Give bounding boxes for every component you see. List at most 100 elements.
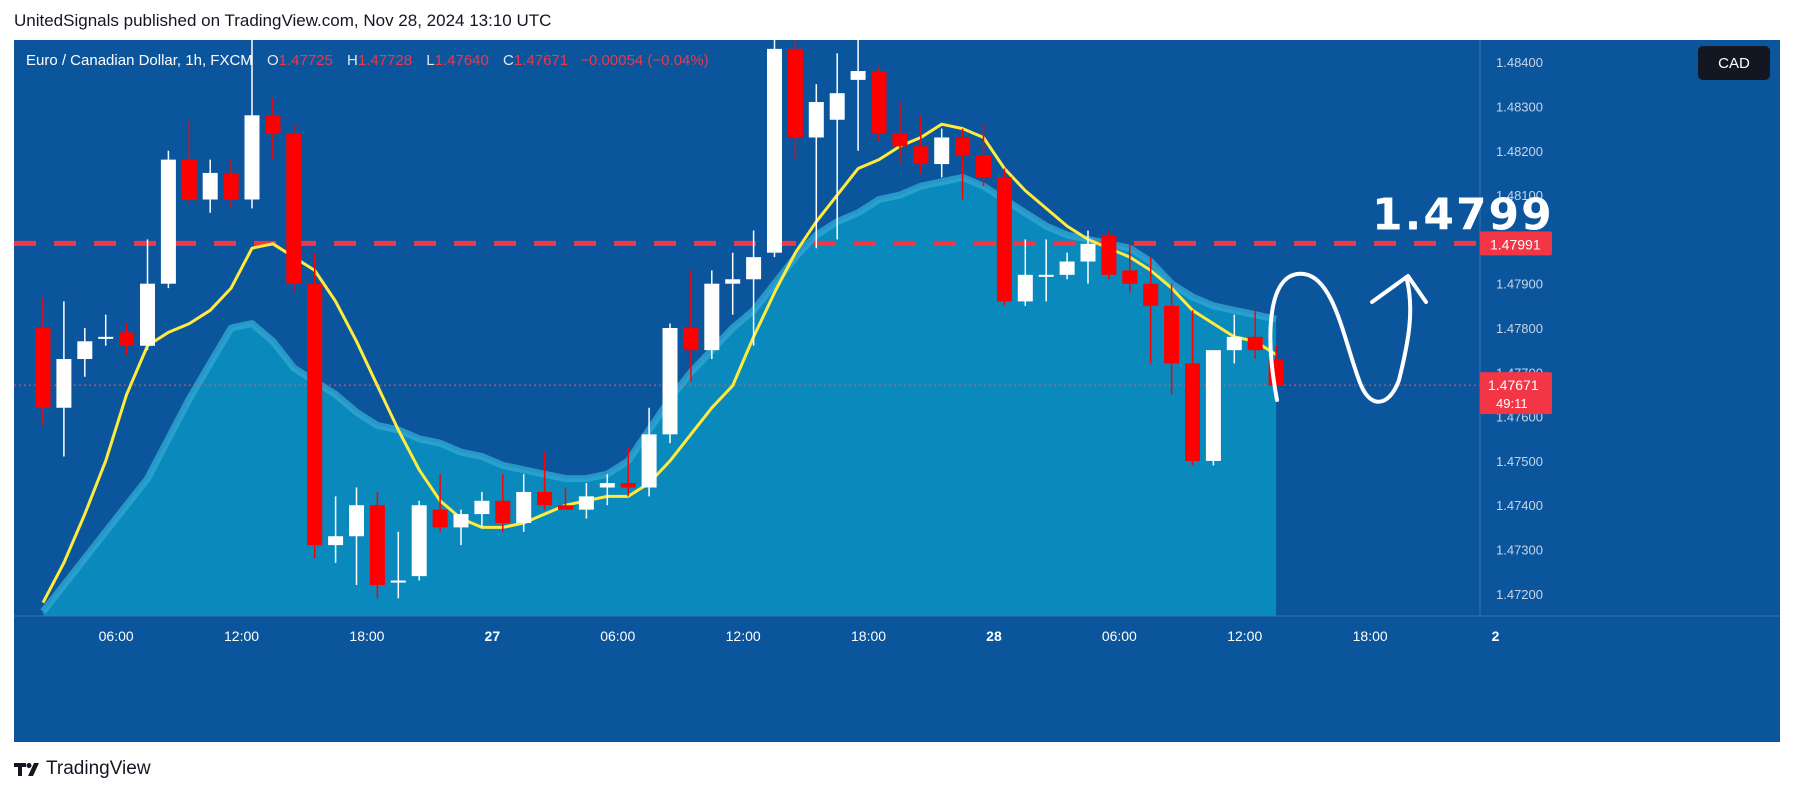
time-tick-label: 18:00 (851, 628, 886, 644)
candle-body (35, 328, 51, 408)
tradingview-logo: TradingView (14, 758, 151, 780)
candle-body (516, 491, 532, 523)
price-tick-label: 1.47500 (1496, 454, 1543, 469)
time-tick-label: 18:00 (349, 628, 384, 644)
candle-body (56, 359, 72, 408)
time-tick-label: 06:00 (1102, 628, 1137, 644)
candle-body (1205, 350, 1221, 461)
candle-body (1185, 363, 1200, 461)
candle-body (725, 279, 741, 284)
candle-body (1080, 243, 1096, 262)
price-tick-label: 1.47200 (1496, 587, 1543, 602)
close-label: C (503, 52, 514, 69)
candle-body (390, 580, 406, 583)
candle-body (453, 514, 469, 528)
tradingview-icon (14, 763, 39, 776)
candle-body (223, 172, 239, 200)
price-tick-label: 1.48400 (1496, 55, 1543, 70)
low-value: 1.47640 (434, 52, 489, 69)
candle-body (1038, 274, 1054, 277)
candle-body (244, 115, 260, 200)
candle-body (181, 159, 197, 200)
candle-body (307, 283, 323, 546)
candle-body (349, 505, 364, 537)
candle-body (704, 283, 720, 351)
candle-body (892, 133, 908, 147)
time-tick-label: 27 (485, 628, 501, 644)
candle-body (1226, 336, 1242, 351)
chart-frame[interactable]: 1.472001.473001.474001.475001.476001.477… (14, 40, 1780, 742)
time-tick-label: 18:00 (1353, 628, 1388, 644)
last-price-tag-label: 1.47671 (1488, 377, 1539, 393)
target-price-tag-label: 1.47991 (1490, 236, 1541, 252)
candle-body (934, 137, 950, 165)
candle-body (641, 434, 657, 488)
candle-body (160, 159, 176, 284)
candle-body (1164, 305, 1180, 364)
time-tick-label: 12:00 (224, 628, 259, 644)
candle-body (202, 172, 218, 200)
open-label: O (266, 52, 279, 69)
candle-body (620, 483, 636, 488)
candle-body (976, 155, 991, 178)
low-label: L (426, 52, 435, 69)
candle-body (77, 341, 93, 360)
price-tick-label: 1.48300 (1496, 99, 1543, 114)
candle-body (265, 115, 281, 134)
time-tick-label: 2 (1492, 628, 1500, 644)
candle-body (1059, 261, 1075, 275)
candle-body (808, 102, 824, 138)
last-price-tag (1480, 372, 1552, 415)
candle-body (558, 505, 573, 510)
candle-body (850, 71, 866, 80)
candle-body (767, 48, 782, 253)
candle-body (746, 257, 762, 280)
candle-body (913, 146, 929, 165)
time-tick-label: 28 (986, 628, 1002, 644)
candle-body (1122, 270, 1138, 284)
high-label: H (347, 52, 358, 69)
candle-body (474, 500, 490, 515)
candle-body (140, 283, 155, 346)
candle-body (286, 133, 302, 284)
candle-body (1017, 274, 1033, 302)
open-value: 1.47725 (278, 52, 333, 69)
candle-body (683, 328, 699, 351)
candle-body (996, 177, 1012, 302)
time-tick-label: 06:00 (99, 628, 134, 644)
time-tick-label: 12:00 (726, 628, 761, 644)
price-tick-label: 1.48100 (1496, 188, 1543, 203)
candle-body (432, 509, 448, 528)
wave-arrow-path (1268, 271, 1413, 404)
candle-body (871, 71, 887, 134)
price-chart[interactable]: 1.472001.473001.474001.475001.476001.477… (14, 40, 1780, 742)
brand-name: TradingView (46, 758, 151, 779)
price-tick-label: 1.47800 (1496, 321, 1543, 336)
time-tick-label: 06:00 (600, 628, 635, 644)
publish-caption: UnitedSignals published on TradingView.c… (14, 11, 552, 30)
candle-body (328, 536, 344, 546)
candle-body (829, 93, 845, 120)
candle-body (495, 500, 511, 523)
candle-body (578, 496, 594, 510)
candle-body (955, 137, 971, 156)
moving-average-line (41, 122, 1277, 604)
candle-body (98, 336, 114, 339)
countdown-label: 49:11 (1496, 396, 1528, 411)
target-price-tag (1480, 231, 1552, 256)
time-tick-label: 12:00 (1227, 628, 1262, 644)
price-tick-label: 1.48200 (1496, 144, 1543, 159)
price-tick-label: 1.47300 (1496, 543, 1543, 558)
arrow-head (1370, 274, 1428, 304)
currency-badge[interactable]: CAD (1698, 46, 1770, 80)
candle-body (1143, 283, 1159, 306)
symbol-label: Euro / Canadian Dollar, 1h, FXCM (26, 52, 253, 69)
ohlc-legend: Euro / Canadian Dollar, 1h, FXCM O1.4772… (26, 52, 709, 69)
high-value: 1.47728 (357, 52, 413, 69)
candle-body (411, 505, 427, 577)
candle-body (1247, 336, 1263, 351)
candle-body (787, 48, 803, 138)
candle-body (599, 483, 615, 488)
change-value: −0.00054 (−0.04%) (580, 52, 709, 69)
price-tick-label: 1.47400 (1496, 498, 1543, 513)
